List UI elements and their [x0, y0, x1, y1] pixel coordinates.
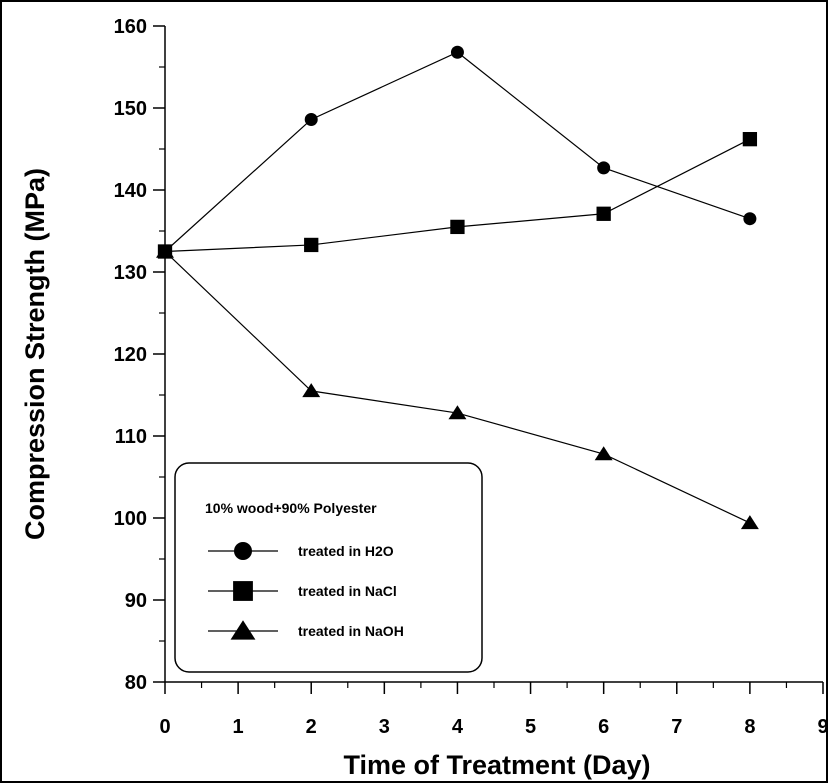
x-tick-label: 6: [598, 716, 609, 738]
data-point-square: [596, 206, 611, 221]
legend-items: treated in H2O treated in NaCl treated in …: [208, 542, 404, 640]
x-tick-label: 5: [525, 716, 536, 738]
x-tick-label: 3: [379, 716, 390, 738]
y-tick-label: 160: [114, 16, 147, 38]
data-point-square: [742, 132, 758, 147]
legend-label: treated in NaOH: [298, 623, 404, 639]
x-tick-label: 7: [671, 716, 682, 738]
y-tick-label: 110: [115, 426, 147, 448]
data-point-triangle: [740, 515, 759, 530]
y-tick-label: 150: [114, 98, 147, 120]
y-tick-label: 140: [114, 180, 147, 202]
y-tick-label: 120: [114, 344, 147, 366]
y-tick-label: 130: [114, 262, 147, 284]
series-markers: [156, 45, 759, 530]
legend: 10% wood+90% Polyester treated in H2Otre…: [174, 462, 483, 673]
data-point-circle: [304, 112, 318, 126]
axes: 80 90 100 110 120 130 140 150 160 0 1 2 3 4 5 6 7 8 9: [114, 16, 828, 738]
data-point-circle: [743, 212, 757, 226]
data-point-triangle: [156, 243, 174, 258]
x-tick-label: 0: [159, 716, 170, 738]
data-point-circle: [597, 161, 611, 175]
data-point-triangle: [302, 383, 321, 398]
y-axis-title: Compression Strength (MPa): [20, 168, 50, 540]
x-axis-title: Time of Treatment (Day): [343, 750, 650, 780]
y-tick-label: 90: [125, 590, 147, 612]
legend-title: 10% wood+90% Polyester: [205, 500, 377, 516]
x-tick-label: 9: [817, 716, 828, 738]
x-tick-label: 8: [744, 716, 755, 738]
series-line-square: [164, 138, 751, 253]
y-tick-label: 80: [125, 672, 147, 694]
x-tick-label: 1: [233, 716, 244, 738]
data-point-triangle: [448, 405, 467, 420]
legend-marker-square: [233, 581, 253, 601]
data-point-triangle: [594, 446, 613, 461]
data-point-square: [304, 237, 319, 253]
legend-marker-circle: [234, 542, 252, 560]
x-tick-label: 4: [452, 716, 464, 738]
x-tick-label: 2: [306, 716, 317, 738]
data-point-circle: [450, 45, 464, 59]
legend-label: treated in H2O: [298, 543, 394, 559]
legend-label: treated in NaCl: [298, 583, 397, 599]
legend-box: [174, 462, 483, 673]
data-point-square: [450, 219, 465, 235]
series-lines: [164, 51, 751, 524]
legend-marker-triangle: [230, 620, 256, 640]
y-tick-label: 100: [114, 508, 147, 530]
